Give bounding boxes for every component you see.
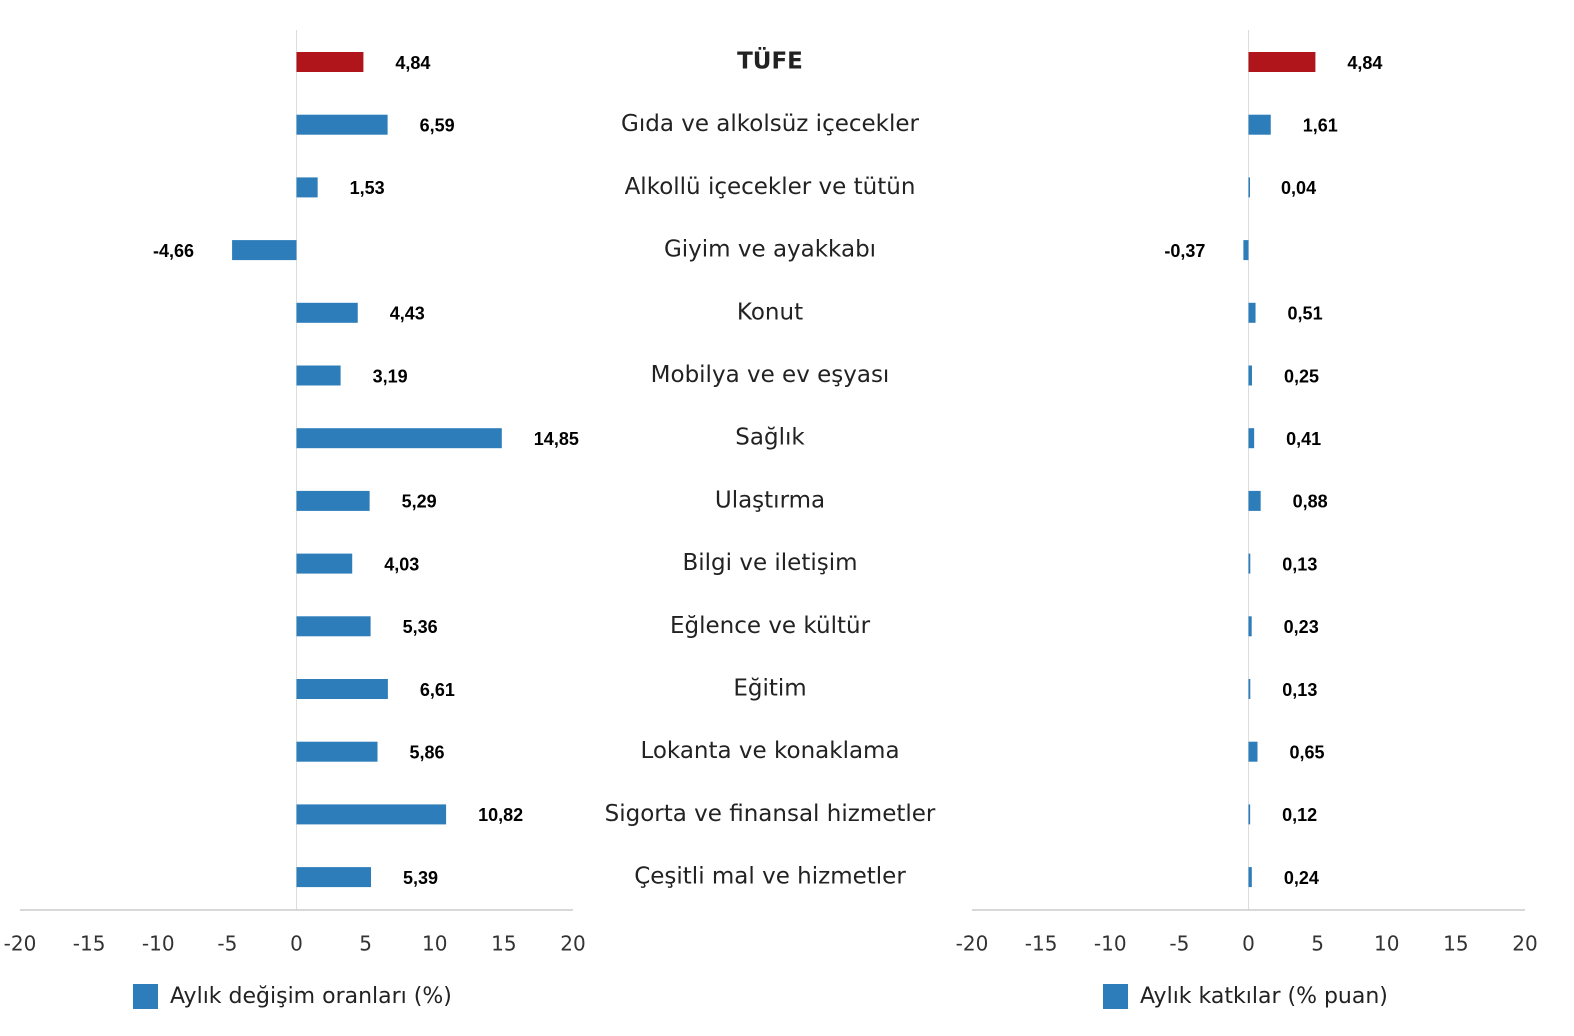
value-label: 0,88 (1293, 492, 1328, 512)
value-label: 0,24 (1284, 868, 1319, 888)
category-label: Bilgi ve iletişim (682, 550, 857, 576)
x-tick-label: 5 (1311, 932, 1324, 956)
bar (296, 365, 341, 386)
bar (232, 240, 297, 261)
value-label: 4,84 (395, 53, 430, 73)
value-label: 0,23 (1284, 617, 1319, 637)
value-label: 0,13 (1282, 680, 1317, 700)
x-tick-label: 0 (290, 932, 303, 956)
value-label: 0,41 (1286, 429, 1321, 449)
value-label: 0,12 (1282, 805, 1317, 825)
legend-label: Aylık değişim oranları (%) (170, 984, 452, 1009)
x-tick-label: 15 (491, 932, 516, 956)
value-label: 10,82 (478, 805, 523, 825)
legend-swatch (133, 984, 158, 1009)
value-label: 0,25 (1284, 366, 1319, 386)
value-label: 5,36 (403, 617, 438, 637)
value-label: 3,19 (373, 366, 408, 386)
category-label: Giyim ve ayakkabı (664, 237, 876, 263)
bar (296, 867, 372, 888)
x-tick-label: 5 (359, 932, 372, 956)
value-label: 1,53 (350, 178, 385, 198)
x-tick-label: -10 (142, 932, 175, 956)
x-tick-label: -15 (1025, 932, 1058, 956)
value-label: 6,59 (420, 115, 455, 135)
value-label: -4,66 (153, 241, 194, 261)
bar (296, 490, 370, 511)
x-tick-label: -5 (1169, 932, 1189, 956)
value-label: 0,51 (1288, 304, 1323, 324)
x-tick-label: 20 (560, 932, 585, 956)
category-label: Eğitim (733, 676, 806, 702)
value-label: 5,86 (410, 742, 445, 762)
bar (296, 177, 318, 198)
category-label: Konut (737, 299, 803, 325)
value-label: 4,84 (1347, 53, 1382, 73)
bar (1243, 240, 1249, 261)
value-label: 4,43 (390, 304, 425, 324)
bar (1248, 804, 1251, 825)
category-label: Gıda ve alkolsüz içecekler (621, 111, 920, 137)
bar (296, 428, 502, 449)
x-tick-label: 10 (1374, 932, 1399, 956)
value-label: 6,61 (420, 680, 455, 700)
bar (1248, 114, 1271, 135)
bar (1248, 679, 1251, 699)
value-label: 1,61 (1303, 115, 1338, 135)
legend-swatch (1103, 984, 1128, 1009)
x-tick-label: 10 (422, 932, 447, 956)
value-label: 5,29 (402, 492, 437, 512)
bar (296, 679, 388, 699)
value-label: 4,03 (384, 554, 419, 574)
bar (296, 553, 353, 574)
category-label: Ulaştırma (715, 487, 825, 513)
value-label: 14,85 (534, 429, 579, 449)
bar (1248, 741, 1258, 762)
bar (296, 114, 388, 135)
x-tick-label: -15 (73, 932, 106, 956)
bar (1248, 365, 1252, 386)
x-tick-label: -20 (956, 932, 989, 956)
category-label: TÜFE (737, 47, 803, 75)
bar (1248, 428, 1255, 449)
category-label: Eğlence ve kültür (670, 613, 871, 639)
value-label: 0,13 (1282, 554, 1317, 574)
category-label: Sağlık (735, 425, 805, 451)
value-label: 5,39 (403, 868, 438, 888)
bar (1248, 553, 1251, 574)
value-label: 0,04 (1281, 178, 1316, 198)
x-tick-label: 0 (1242, 932, 1255, 956)
legend-label: Aylık katkılar (% puan) (1140, 984, 1388, 1009)
bar (1248, 302, 1256, 323)
category-label: Mobilya ve ev eşyası (651, 362, 890, 388)
bar (1248, 490, 1261, 511)
x-tick-label: 15 (1443, 932, 1468, 956)
category-label: Çeşitli mal ve hizmetler (634, 864, 906, 890)
category-label: Alkollü içecekler ve tütün (625, 174, 916, 200)
bar (296, 616, 371, 637)
bar (296, 804, 447, 825)
bar (1248, 52, 1316, 72)
bar (296, 52, 364, 72)
bar (1248, 867, 1252, 888)
bar (296, 302, 358, 323)
category-label: Sigorta ve finansal hizmetler (605, 801, 936, 827)
category-label: Lokanta ve konaklama (640, 738, 899, 764)
bar (296, 741, 378, 762)
x-tick-label: 20 (1512, 932, 1537, 956)
x-tick-label: -20 (4, 932, 37, 956)
value-label: -0,37 (1164, 241, 1205, 261)
x-tick-label: -10 (1094, 932, 1127, 956)
value-label: 0,65 (1289, 742, 1324, 762)
bar (1248, 177, 1250, 198)
bar (1248, 616, 1252, 637)
x-tick-label: -5 (217, 932, 237, 956)
